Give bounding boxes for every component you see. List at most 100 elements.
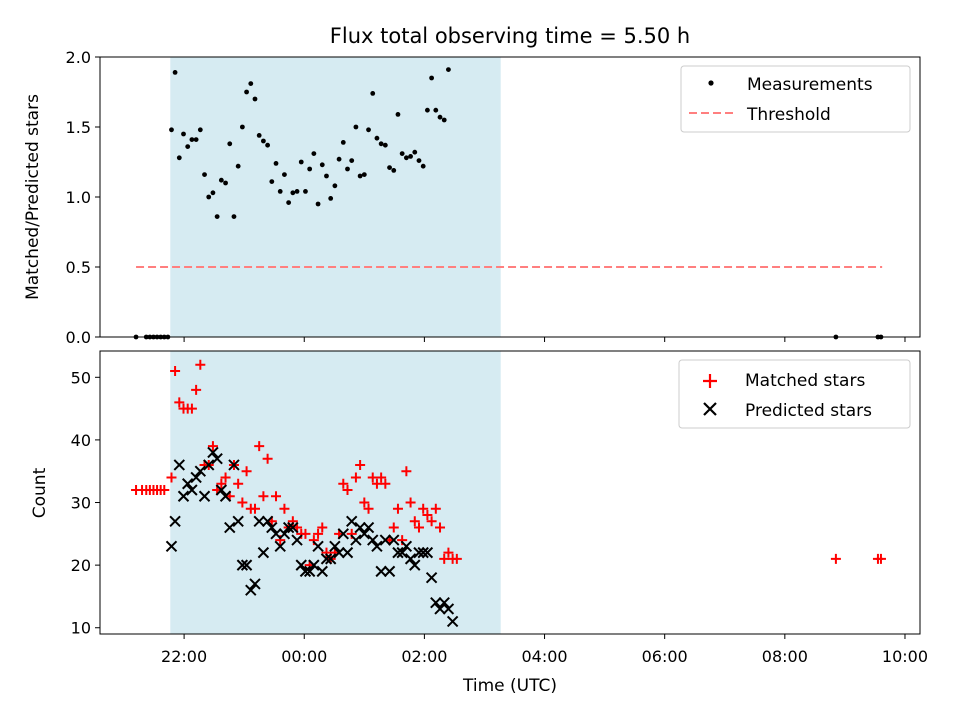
measurement-point xyxy=(277,189,283,194)
measurement-point xyxy=(197,127,203,133)
predicted-star-point xyxy=(261,515,274,528)
predicted-star-point xyxy=(383,565,396,578)
top-marks xyxy=(133,67,884,340)
measurement-point xyxy=(391,168,397,173)
matched-star-point xyxy=(216,478,227,489)
predicted-star-point xyxy=(392,546,404,559)
measurement-point xyxy=(265,142,271,148)
measurement-point xyxy=(370,91,376,96)
matched-star-point xyxy=(313,528,324,539)
measurement-point xyxy=(353,124,359,130)
matched-star-point xyxy=(830,553,841,564)
measurement-point xyxy=(256,133,262,138)
x-tick-label: 02:00 xyxy=(401,647,447,666)
predicted-star-point xyxy=(341,546,354,559)
matched-star-point xyxy=(392,503,403,514)
measurement-point xyxy=(437,114,443,120)
predicted-star-point xyxy=(266,521,278,534)
measurement-point xyxy=(260,138,266,144)
measurement-point xyxy=(378,141,384,147)
matched-star-point xyxy=(359,497,370,508)
predicted-star-point xyxy=(446,615,459,628)
measurement-point xyxy=(185,144,191,150)
measurement-point xyxy=(332,183,338,189)
predicted-star-point xyxy=(245,584,257,596)
predicted-star-point xyxy=(219,490,232,502)
matched-star-point xyxy=(220,472,231,483)
measurement-point xyxy=(340,140,346,145)
measurement-point xyxy=(231,214,237,220)
x-tick-label: 22:00 xyxy=(161,647,207,666)
bottom-marks xyxy=(131,359,886,628)
predicted-star-point xyxy=(228,459,240,471)
measurement-point xyxy=(218,177,224,183)
predicted-star-point xyxy=(400,540,413,553)
measurement-point xyxy=(336,156,342,162)
measurement-point xyxy=(223,180,228,186)
measurement-point xyxy=(345,166,350,172)
predicted-star-point xyxy=(404,553,417,565)
measurement-point xyxy=(412,149,418,155)
predicted-star-point xyxy=(169,515,181,528)
top-y-axis-label: Matched/Predicted stars xyxy=(23,94,43,300)
predicted-star-point xyxy=(396,546,408,559)
measurement-point xyxy=(361,172,367,178)
predicted-star-point xyxy=(236,559,249,571)
predicted-star-point xyxy=(173,459,186,471)
predicted-star-point xyxy=(371,540,383,553)
measurement-point xyxy=(416,158,422,164)
predicted-star-point xyxy=(274,540,286,553)
predicted-star-point xyxy=(434,603,446,615)
measurement-point xyxy=(282,172,287,178)
top-observing-span xyxy=(170,57,501,337)
measurement-point xyxy=(420,163,426,169)
measurement-point xyxy=(244,89,249,95)
measurement-point xyxy=(429,75,435,81)
legend-measurements-label: Measurements xyxy=(747,75,873,95)
matched-star-point xyxy=(237,497,248,508)
measurement-point xyxy=(349,158,355,164)
y-tick-label: 40 xyxy=(71,431,91,450)
matched-star-point xyxy=(388,522,399,533)
matched-star-point xyxy=(166,472,177,483)
predicted-star-point xyxy=(198,490,211,502)
predicted-star-point xyxy=(421,546,434,559)
predicted-star-point xyxy=(295,559,307,571)
x-axis-label: Time (UTC) xyxy=(462,676,557,696)
measurement-point xyxy=(210,190,216,196)
predicted-star-point xyxy=(211,452,223,465)
legend-predicted-label: Predicted stars xyxy=(745,401,872,421)
predicted-star-point xyxy=(413,546,425,559)
predicted-star-point xyxy=(186,484,198,496)
predicted-star-point xyxy=(287,521,299,534)
matched-star-point xyxy=(451,553,462,564)
measurement-point xyxy=(324,173,329,179)
x-tick-label: 00:00 xyxy=(281,647,327,666)
bottom-y-ticks: 10 20 30 40 50 xyxy=(71,368,100,638)
predicted-star-point xyxy=(278,528,291,540)
legend-matched-marker xyxy=(703,374,717,388)
matched-star-point xyxy=(338,478,349,489)
predicted-star-point xyxy=(430,596,442,609)
y-tick-label: 0.5 xyxy=(66,258,91,277)
matched-star-point xyxy=(875,553,886,564)
legend-threshold-label: Threshold xyxy=(746,105,831,125)
measurement-point xyxy=(357,173,363,179)
predicted-star-point xyxy=(354,521,366,534)
matched-star-point xyxy=(195,359,206,370)
measurement-point xyxy=(290,190,296,196)
predicted-star-point xyxy=(358,528,371,540)
measurement-point xyxy=(399,151,405,157)
matched-star-point xyxy=(413,522,424,533)
predicted-star-point xyxy=(249,578,261,590)
matched-star-point xyxy=(367,472,378,483)
matched-star-point xyxy=(271,491,282,502)
y-tick-label: 1.5 xyxy=(66,118,91,137)
matched-star-point xyxy=(435,522,446,533)
measurement-point xyxy=(248,81,254,86)
measurement-point xyxy=(387,165,392,171)
predicted-star-point xyxy=(203,459,215,471)
measurement-point xyxy=(294,189,300,194)
predicted-star-point xyxy=(282,521,295,534)
